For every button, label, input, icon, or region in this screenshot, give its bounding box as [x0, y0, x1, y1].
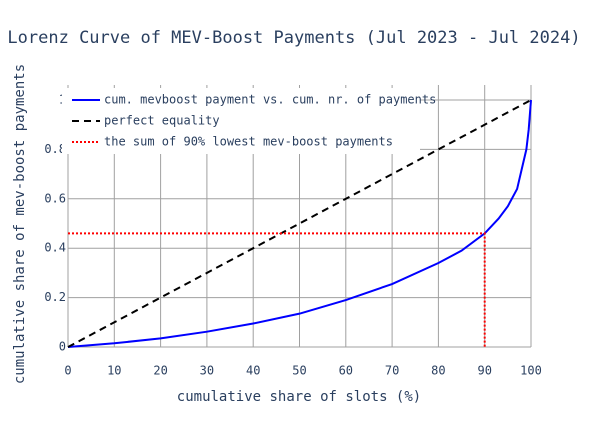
y-axis-label: cumulative share of mev-boost payments: [12, 64, 28, 384]
x-tick-label: 90: [477, 364, 491, 378]
x-tick-label: 50: [292, 364, 306, 378]
x-tick-label: 60: [339, 364, 353, 378]
x-tick-label: 30: [200, 364, 214, 378]
y-tick-label: 0: [59, 340, 66, 354]
x-tick-label: 100: [520, 364, 542, 378]
data-line: [67, 99, 532, 348]
legend: cum. mevboost payment vs. cum. nr. of pa…: [62, 88, 436, 154]
x-tick-label: 20: [153, 364, 167, 378]
x-tick-label: 70: [385, 364, 399, 378]
y-tick-label: 0.4: [44, 241, 66, 255]
x-tick-label: 80: [431, 364, 445, 378]
chart-title: Lorenz Curve of MEV-Boost Payments (Jul …: [7, 28, 580, 48]
x-tick-label: 10: [107, 364, 121, 378]
legend-label: cum. mevboost payment vs. cum. nr. of pa…: [104, 93, 436, 107]
data-line: [67, 99, 532, 348]
y-tick-label: 0.8: [44, 142, 66, 156]
y-tick-label: 0.6: [44, 191, 66, 205]
x-tick-label: 40: [246, 364, 260, 378]
x-axis-label: cumulative share of slots (%): [177, 389, 421, 405]
legend-box: [62, 88, 420, 154]
data-line: [68, 232, 486, 347]
y-tick-label: 0.2: [44, 290, 66, 304]
legend-label: perfect equality: [104, 114, 220, 128]
legend-label: the sum of 90% lowest mev-boost payments: [104, 135, 393, 149]
x-tick-label: 0: [64, 364, 71, 378]
